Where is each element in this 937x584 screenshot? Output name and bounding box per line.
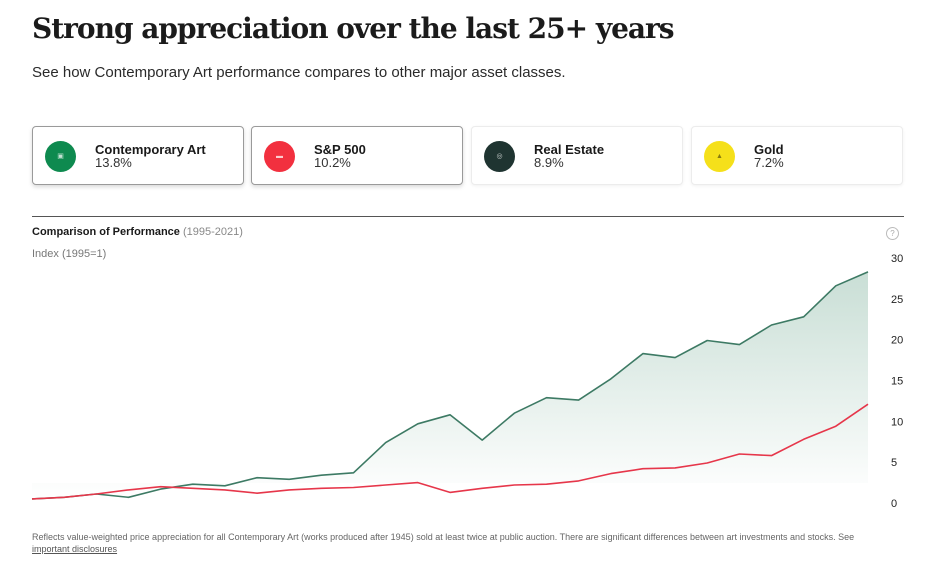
gold-glyph: ▲ <box>716 153 723 160</box>
disclaimer: Reflects value-weighted price appreciati… <box>32 531 892 555</box>
y-tick-label: 0 <box>891 498 897 510</box>
stocks-glyph: ▬ <box>276 153 283 160</box>
card-return: 7.2% <box>754 155 784 170</box>
chart-date-range: (1995-2021) <box>183 226 243 238</box>
card-contemporary-art[interactable]: ▣ Contemporary Art 13.8% <box>32 126 244 185</box>
chart-heading: Comparison of Performance (1995-2021) <box>32 226 243 238</box>
y-tick-label: 5 <box>891 457 897 469</box>
point-contemporary-art-2021[interactable] <box>865 269 871 275</box>
point-s-p-500-1999[interactable] <box>158 484 164 490</box>
card-real-estate[interactable]: ◎ Real Estate 8.9% <box>471 126 683 185</box>
section-divider <box>32 216 904 217</box>
point-contemporary-art-2016[interactable] <box>704 338 710 344</box>
important-disclosures-link[interactable]: important disclosures <box>32 544 117 554</box>
y-tick-label: 10 <box>891 416 903 428</box>
point-s-p-500-2004[interactable] <box>318 485 324 491</box>
point-s-p-500-2009[interactable] <box>479 485 485 491</box>
asset-class-cards: ▣ Contemporary Art 13.8% ▬ S&P 500 10.2%… <box>32 126 905 187</box>
page-subtitle: See how Contemporary Art performance com… <box>32 64 566 81</box>
point-s-p-500-2005[interactable] <box>351 485 357 491</box>
point-s-p-500-2001[interactable] <box>222 487 228 493</box>
point-contemporary-art-2019[interactable] <box>801 314 807 320</box>
point-contemporary-art-2018[interactable] <box>769 322 775 328</box>
point-s-p-500-2018[interactable] <box>769 453 775 459</box>
point-s-p-500-2003[interactable] <box>286 487 292 493</box>
point-contemporary-art-2004[interactable] <box>318 472 324 478</box>
point-s-p-500-2012[interactable] <box>576 478 582 484</box>
point-contemporary-art-2007[interactable] <box>415 421 421 427</box>
point-contemporary-art-1998[interactable] <box>126 494 132 500</box>
point-s-p-500-2000[interactable] <box>190 485 196 491</box>
question-icon[interactable]: ? <box>886 227 899 240</box>
card-return: 8.9% <box>534 155 564 170</box>
point-s-p-500-2019[interactable] <box>801 436 807 442</box>
point-contemporary-art-2006[interactable] <box>383 440 389 446</box>
point-s-p-500-1998[interactable] <box>126 487 132 493</box>
performance-line-chart: 0 5 10 15 20 25 30 <box>0 245 937 520</box>
card-gold[interactable]: ▲ Gold 7.2% <box>691 126 903 185</box>
point-s-p-500-2014[interactable] <box>640 466 646 472</box>
point-contemporary-art-2008[interactable] <box>447 412 453 418</box>
point-s-p-500-2008[interactable] <box>447 489 453 495</box>
point-s-p-500-2011[interactable] <box>544 481 550 487</box>
point-contemporary-art-2014[interactable] <box>640 351 646 357</box>
y-tick-label: 15 <box>891 376 903 388</box>
area-contemporary-art <box>32 272 868 499</box>
point-contemporary-art-2020[interactable] <box>833 283 839 289</box>
disclaimer-text: Reflects value-weighted price appreciati… <box>32 532 854 542</box>
card-sp500[interactable]: ▬ S&P 500 10.2% <box>251 126 463 185</box>
card-return: 13.8% <box>95 155 132 170</box>
house-glyph: ◎ <box>496 153 502 160</box>
point-s-p-500-2016[interactable] <box>704 460 710 466</box>
y-tick-label: 25 <box>891 294 903 306</box>
point-contemporary-art-2010[interactable] <box>511 410 517 416</box>
point-contemporary-art-2003[interactable] <box>286 476 292 482</box>
point-contemporary-art-2009[interactable] <box>479 437 485 443</box>
point-contemporary-art-2013[interactable] <box>608 376 614 382</box>
art-frame-glyph: ▣ <box>57 153 64 160</box>
point-contemporary-art-2005[interactable] <box>351 470 357 476</box>
gold-bars-icon: ▲ <box>704 141 735 172</box>
point-contemporary-art-2017[interactable] <box>736 342 742 348</box>
point-contemporary-art-2015[interactable] <box>672 355 678 361</box>
point-s-p-500-2002[interactable] <box>254 490 260 496</box>
card-return: 10.2% <box>314 155 351 170</box>
y-tick-label: 20 <box>891 335 903 347</box>
point-contemporary-art-2012[interactable] <box>576 397 582 403</box>
stocks-icon: ▬ <box>264 141 295 172</box>
chart-title: Comparison of Performance <box>32 226 180 238</box>
point-s-p-500-2007[interactable] <box>415 480 421 486</box>
point-s-p-500-2010[interactable] <box>511 482 517 488</box>
point-contemporary-art-2011[interactable] <box>544 395 550 401</box>
point-s-p-500-1997[interactable] <box>93 491 99 497</box>
point-s-p-500-1996[interactable] <box>61 494 67 500</box>
y-tick-label: 30 <box>891 253 903 265</box>
point-s-p-500-2006[interactable] <box>383 482 389 488</box>
point-s-p-500-2015[interactable] <box>672 465 678 471</box>
point-s-p-500-2017[interactable] <box>736 451 742 457</box>
point-s-p-500-2020[interactable] <box>833 423 839 429</box>
art-frame-icon: ▣ <box>45 141 76 172</box>
point-s-p-500-2013[interactable] <box>608 471 614 477</box>
page-title: Strong appreciation over the last 25+ ye… <box>32 12 674 45</box>
point-s-p-500-1995[interactable] <box>29 496 35 502</box>
point-contemporary-art-2002[interactable] <box>254 475 260 481</box>
house-icon: ◎ <box>484 141 515 172</box>
point-s-p-500-2021[interactable] <box>865 401 871 407</box>
